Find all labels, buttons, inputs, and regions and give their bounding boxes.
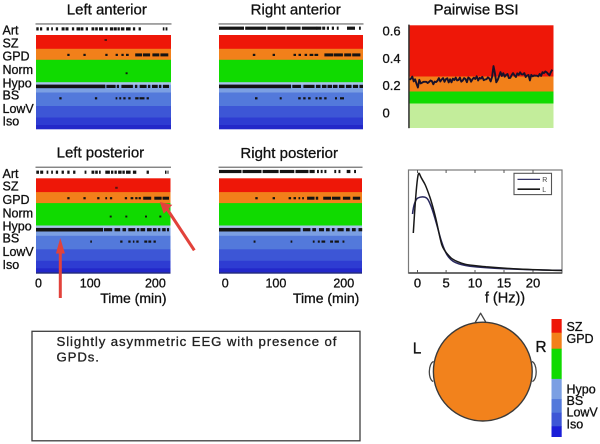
svg-text:15: 15 bbox=[497, 275, 511, 290]
svg-text:10: 10 bbox=[468, 275, 482, 290]
svg-text:Left anterior: Left anterior bbox=[67, 1, 147, 18]
svg-text:0: 0 bbox=[383, 105, 390, 120]
svg-text:LowV: LowV bbox=[3, 245, 35, 259]
svg-text:GPD: GPD bbox=[567, 332, 594, 346]
svg-text:0.2: 0.2 bbox=[383, 78, 401, 93]
svg-text:200: 200 bbox=[333, 277, 354, 291]
svg-text:Hypo: Hypo bbox=[3, 220, 32, 234]
svg-text:BS: BS bbox=[567, 394, 584, 408]
svg-text:Art: Art bbox=[3, 24, 20, 38]
svg-text:Norm: Norm bbox=[3, 207, 34, 221]
svg-text:Iso: Iso bbox=[567, 418, 584, 432]
svg-text:SZ: SZ bbox=[3, 36, 19, 50]
svg-text:100: 100 bbox=[80, 277, 101, 291]
svg-text:Hypo: Hypo bbox=[567, 383, 596, 397]
svg-text:f (Hz)): f (Hz)) bbox=[485, 291, 525, 307]
svg-text:100: 100 bbox=[265, 277, 286, 291]
svg-text:Time (min): Time (min) bbox=[293, 290, 359, 306]
svg-text:LowV: LowV bbox=[567, 406, 599, 420]
svg-text:R: R bbox=[542, 177, 547, 184]
svg-text:Slightly asymmetric EEG with p: Slightly asymmetric EEG with presence of bbox=[57, 334, 338, 349]
svg-text:LowV: LowV bbox=[3, 102, 35, 116]
svg-text:GPDs.: GPDs. bbox=[57, 350, 100, 365]
svg-text:GPD: GPD bbox=[3, 50, 30, 64]
svg-text:Iso: Iso bbox=[3, 115, 20, 129]
svg-text:Right posterior: Right posterior bbox=[240, 145, 338, 162]
svg-text:Iso: Iso bbox=[3, 258, 20, 272]
svg-text:0: 0 bbox=[222, 277, 229, 291]
svg-text:GPD: GPD bbox=[3, 193, 30, 207]
svg-text:Time (min): Time (min) bbox=[100, 290, 166, 306]
svg-text:0: 0 bbox=[414, 275, 421, 290]
svg-text:Norm: Norm bbox=[3, 63, 34, 77]
svg-text:5: 5 bbox=[442, 275, 449, 290]
svg-text:20: 20 bbox=[526, 275, 540, 290]
svg-text:L: L bbox=[542, 187, 546, 194]
svg-text:Hypo: Hypo bbox=[3, 76, 32, 90]
svg-text:0.6: 0.6 bbox=[383, 24, 401, 39]
svg-text:R: R bbox=[535, 339, 546, 356]
svg-text:SZ: SZ bbox=[3, 180, 19, 194]
svg-text:Pairwise BSI: Pairwise BSI bbox=[433, 1, 518, 18]
svg-text:SZ: SZ bbox=[567, 320, 583, 334]
svg-text:L: L bbox=[413, 341, 422, 358]
svg-text:0: 0 bbox=[35, 277, 42, 291]
svg-text:200: 200 bbox=[145, 277, 166, 291]
svg-text:BS: BS bbox=[3, 88, 20, 102]
svg-text:Art: Art bbox=[3, 167, 20, 181]
svg-text:0.4: 0.4 bbox=[383, 51, 401, 66]
svg-text:BS: BS bbox=[3, 232, 20, 246]
svg-text:Left posterior: Left posterior bbox=[57, 145, 145, 162]
svg-text:Right anterior: Right anterior bbox=[251, 1, 341, 18]
